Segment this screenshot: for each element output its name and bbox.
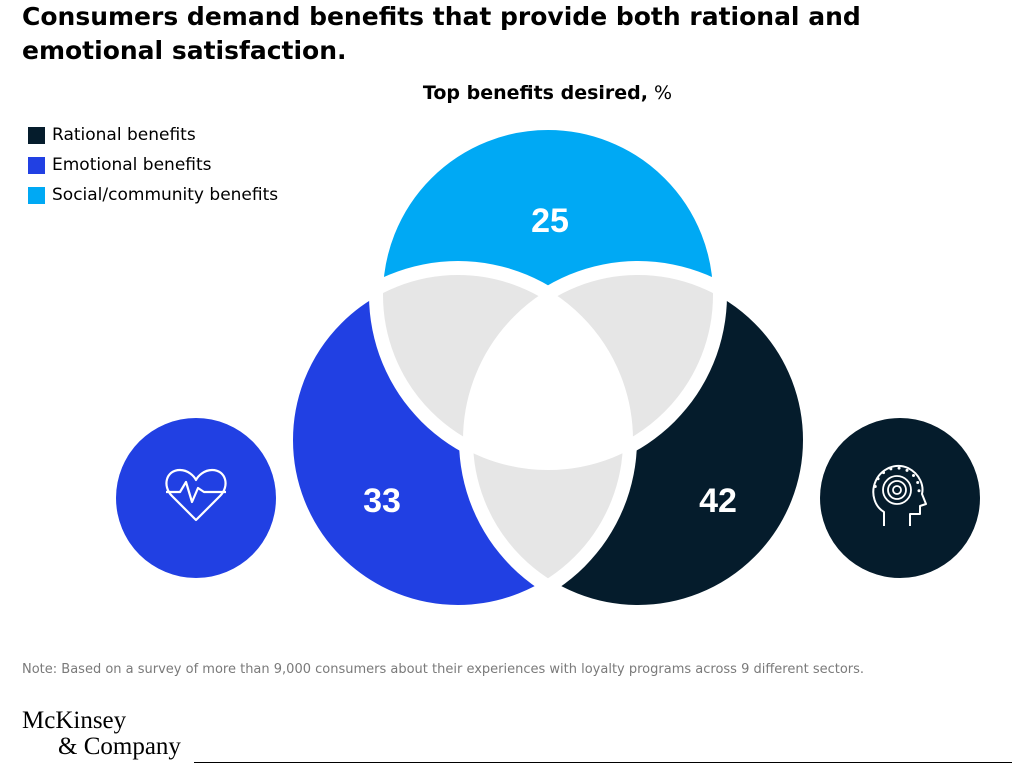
value-label-rational: 42	[699, 482, 737, 520]
logo-line-2: & Company	[58, 733, 181, 760]
heart-pulse-icon	[116, 418, 276, 578]
logo-line-1: McKinsey	[22, 707, 127, 734]
subtitle-bold: Top benefits desired,	[422, 82, 648, 104]
value-label-emotional: 33	[363, 482, 401, 520]
subtitle-unit: %	[654, 82, 673, 104]
legend-item-social: Social/community benefits	[28, 180, 278, 210]
logo-rule	[194, 762, 1012, 763]
head-mind-icon	[820, 418, 980, 578]
legend-item-rational: Rational benefits	[28, 120, 278, 150]
legend-label-rational: Rational benefits	[52, 125, 196, 145]
legend-swatch-emotional	[28, 156, 45, 174]
legend-swatch-rational	[28, 126, 45, 144]
chart-subtitle: Top benefits desired, %	[0, 82, 1012, 104]
footnote: Note: Based on a survey of more than 9,0…	[22, 662, 865, 677]
chart-title: Consumers demand benefits that provide b…	[22, 2, 861, 65]
mckinsey-logo: McKinsey & Company	[22, 708, 181, 760]
value-label-social: 25	[531, 202, 569, 240]
legend-swatch-social	[28, 186, 45, 204]
legend-item-emotional: Emotional benefits	[28, 150, 278, 180]
legend-label-emotional: Emotional benefits	[52, 155, 212, 175]
legend-label-social: Social/community benefits	[52, 185, 279, 205]
overlap-center	[468, 270, 628, 465]
legend: Rational benefits Emotional benefits Soc…	[28, 120, 278, 210]
